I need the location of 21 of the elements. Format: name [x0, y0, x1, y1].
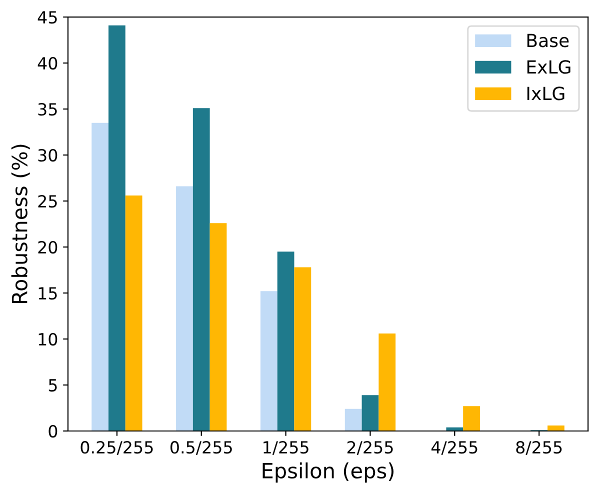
x-tick-label: 2/255 [347, 441, 393, 455]
legend-label: Base [527, 34, 569, 48]
y-tick-label: 5 [48, 379, 57, 392]
y-tick-label: 20 [38, 240, 58, 254]
y-tick-label: 10 [38, 332, 58, 346]
x-tick-label: 0.5/255 [170, 441, 232, 455]
x-tick-label: 1/255 [264, 441, 308, 455]
legend-label: IxLG [527, 86, 564, 100]
y-tick-label: 25 [38, 194, 57, 208]
x-tick-label: 0.25/255 [80, 441, 153, 455]
y-tick-label: 35 [38, 102, 57, 116]
y-tick-label: 30 [38, 148, 58, 162]
y-tick-label: 15 [38, 287, 57, 300]
x-tick-label: 4/255 [431, 441, 478, 455]
y-tick-label: 45 [38, 11, 57, 24]
x-axis-title: Epsilon (eps) [262, 462, 394, 483]
legend-label: ExLG [527, 60, 570, 74]
y-tick-label: 40 [38, 57, 58, 70]
y-tick-label: 0 [48, 424, 58, 438]
y-axis-title: Robustness (%) [11, 144, 30, 304]
x-tick-label: 8/255 [516, 441, 562, 455]
